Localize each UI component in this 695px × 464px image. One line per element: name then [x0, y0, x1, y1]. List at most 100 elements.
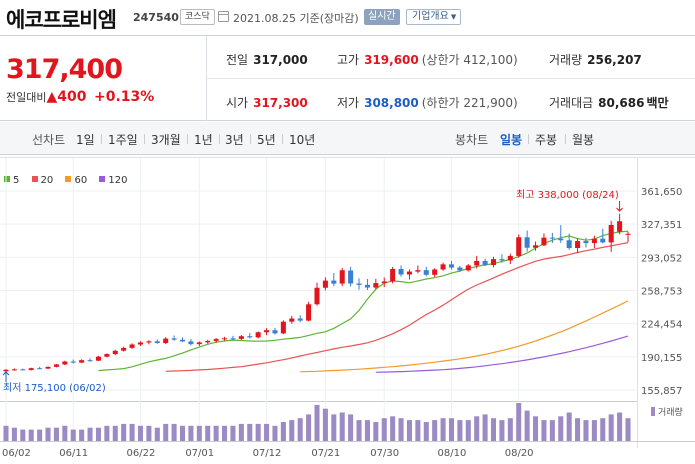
volume-bar [222, 425, 228, 441]
x-tick-label: 06/02 [2, 448, 31, 459]
stat-low: 저가 308,800 (하한가 221,900) [337, 96, 518, 110]
tab-1w[interactable]: 1주일 [108, 133, 138, 147]
stock-header: 에코프로비엠 247540 코스닥 2021.08.25 기준(장마감) 실시간… [0, 0, 695, 36]
volume-bar [448, 418, 455, 441]
volume-bar [541, 420, 547, 441]
volume-bar [390, 416, 396, 441]
volume-bar [171, 423, 177, 441]
volume-bar [415, 420, 421, 441]
change-amount: 400 [57, 89, 87, 105]
x-tick-label: 07/01 [185, 448, 214, 459]
volume-bar [432, 420, 438, 441]
candle [314, 287, 320, 305]
tab-5y[interactable]: 5년 [257, 133, 276, 147]
volume-bar [482, 414, 488, 441]
volume-bar [37, 429, 43, 441]
candle [373, 283, 379, 288]
candle [37, 368, 43, 370]
tab-10y[interactable]: 10년 [289, 133, 316, 147]
volume-bar [20, 429, 26, 441]
ma20-line [165, 242, 629, 372]
legend-ma120: 120 [99, 175, 128, 186]
candle [28, 368, 34, 371]
candle [112, 350, 118, 355]
volume-bar [507, 418, 513, 441]
stock-name: 에코프로비엠 [6, 8, 117, 32]
y-tick-label: 155,857 [641, 386, 682, 397]
candle [448, 264, 455, 268]
volume-bar [617, 412, 623, 441]
volume-bar [575, 418, 581, 441]
volume-bar [331, 414, 337, 441]
arrow-up-icon [2, 371, 10, 382]
tab-3m[interactable]: 3개월 [151, 133, 181, 147]
candle [558, 238, 564, 241]
candle [575, 241, 581, 249]
candle [79, 360, 85, 363]
candle [482, 260, 488, 266]
market-badge: 코스닥 [180, 9, 215, 25]
candle [457, 267, 463, 271]
volume-bar [53, 427, 59, 441]
volume-bar [440, 418, 446, 441]
volume-bar [45, 427, 51, 441]
candle [222, 338, 228, 340]
company-overview-button[interactable]: 기업개요 ▼ [406, 9, 462, 25]
volume-bar [104, 425, 110, 441]
volume-bar [356, 420, 362, 441]
x-tick-label: 07/21 [311, 448, 340, 459]
realtime-button[interactable]: 실시간 [364, 9, 400, 25]
candle [289, 318, 295, 322]
chart-border [0, 441, 695, 442]
calendar-icon [218, 11, 229, 22]
chart-period-tabs: 선차트 1일 1주일 3개월 1년 3년 5년 10년 봉차트 일봉 주봉 월봉 [0, 122, 695, 155]
volume-bar [381, 418, 387, 441]
volume-bar [314, 404, 320, 441]
legend-ma60: 60 [65, 175, 87, 186]
change-label: 전일대비 [6, 91, 47, 104]
candle [339, 270, 345, 284]
candle [524, 237, 530, 248]
ma120-line [375, 335, 629, 373]
stat-volume: 거래량 256,207 [549, 53, 642, 67]
candle [154, 341, 160, 344]
volume-bar [146, 425, 152, 441]
volume-bar [533, 416, 539, 441]
volume-bar [591, 420, 597, 441]
tab-monthly[interactable]: 월봉 [572, 133, 595, 147]
candle [20, 369, 26, 371]
volume-bar [3, 425, 9, 441]
candle [499, 259, 505, 261]
tab-3y[interactable]: 3년 [225, 133, 244, 147]
volume-bar [608, 414, 614, 441]
x-tick-label: 06/22 [126, 448, 155, 459]
tab-1d[interactable]: 1일 [76, 133, 95, 147]
volume-bar [238, 423, 244, 441]
candle [465, 265, 471, 271]
y-tick-label: 258,753 [641, 287, 682, 298]
volume-bar [625, 418, 631, 441]
candle [423, 270, 429, 275]
candle [137, 342, 144, 345]
tab-weekly[interactable]: 주봉 [535, 133, 558, 147]
tab-1y[interactable]: 1년 [194, 133, 213, 147]
volume-bar [583, 420, 589, 441]
candle [348, 270, 354, 284]
candle [297, 318, 303, 321]
base-date: 2021.08.25 기준(장마감) [233, 12, 359, 25]
y-tick-label: 293,052 [641, 253, 682, 264]
volume-bar [272, 425, 278, 441]
legend-ma20: 20 [31, 175, 53, 186]
divider [206, 78, 695, 79]
volume-label: 거래량 [658, 406, 683, 418]
candle [163, 338, 169, 344]
tab-daily[interactable]: 일봉 [500, 133, 523, 147]
price-change: 전일대비▲400 +0.13% [6, 89, 154, 105]
candle [11, 369, 17, 371]
legend-ma5: 5 [4, 175, 19, 186]
candle [213, 339, 219, 341]
candle [188, 341, 194, 345]
volume-bar [373, 422, 379, 441]
volume-bar [121, 423, 127, 441]
volume-legend-swatch [651, 407, 655, 416]
